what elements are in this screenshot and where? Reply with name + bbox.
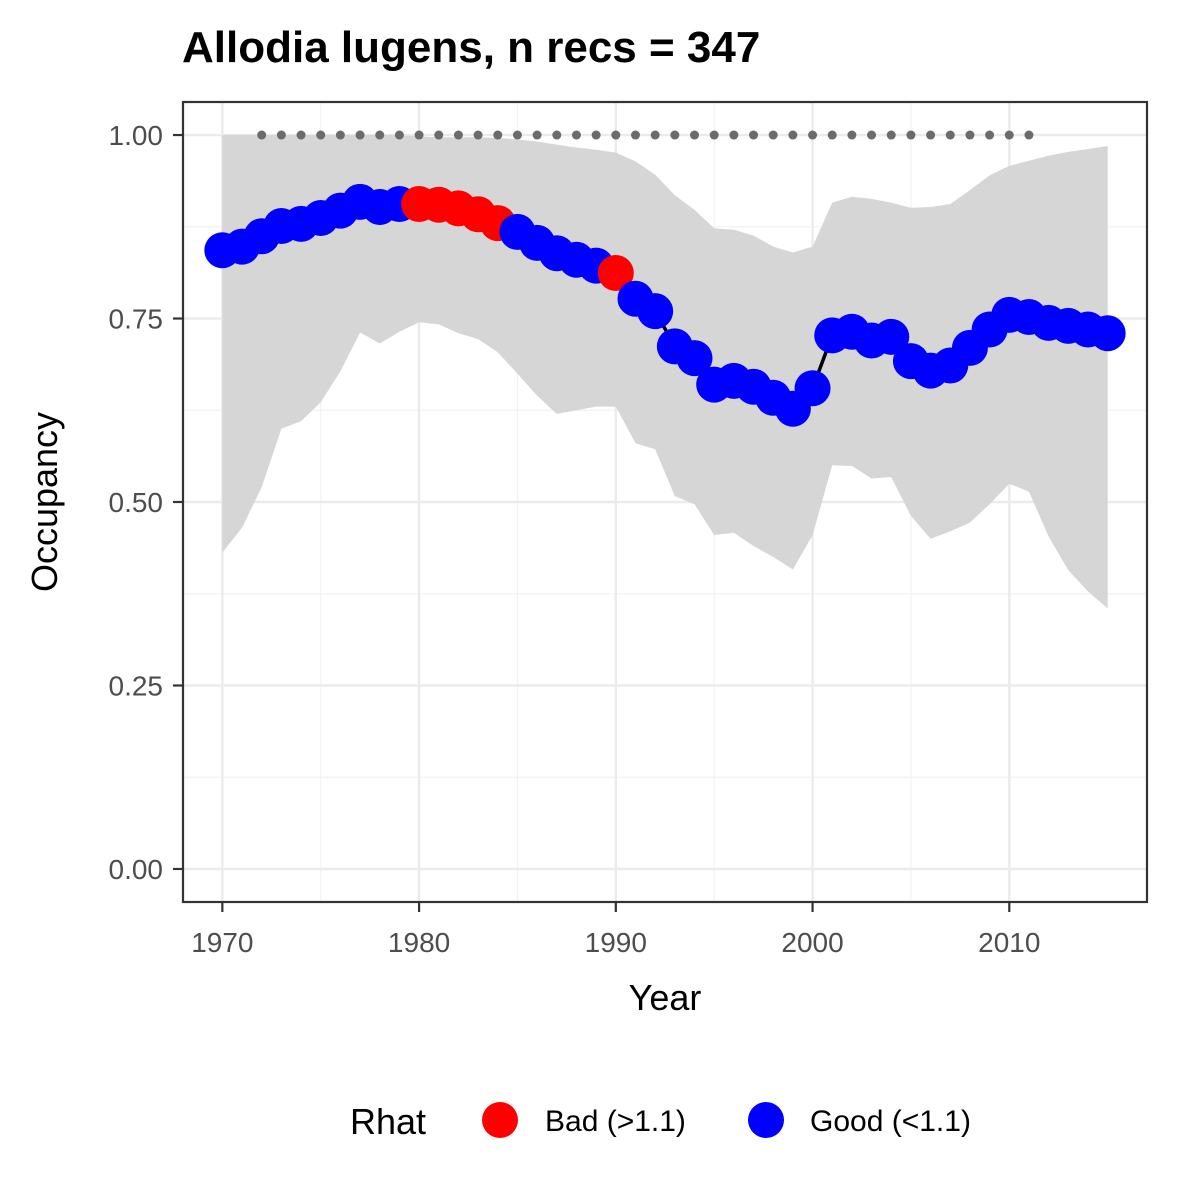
record-dot: [670, 130, 680, 140]
occupancy-point: [637, 293, 674, 330]
record-dot: [532, 130, 542, 140]
record-dot: [355, 130, 365, 140]
record-dot: [985, 130, 995, 140]
record-dot: [611, 130, 621, 140]
x-tick-label: 1980: [388, 927, 450, 958]
record-dot: [788, 130, 798, 140]
record-dot: [847, 130, 857, 140]
y-axis-title: Occupancy: [24, 412, 65, 592]
ci-ribbon-layer: [222, 135, 1108, 609]
y-tick-label: 0.75: [109, 304, 164, 335]
x-axis: 1970 1980 1990 2000 2010: [191, 902, 1040, 958]
record-dot: [709, 130, 719, 140]
x-axis-title: Year: [629, 977, 702, 1018]
legend-title: Rhat: [350, 1101, 426, 1142]
legend: Rhat Bad (>1.1) Good (<1.1): [350, 1101, 971, 1142]
record-dot: [414, 130, 424, 140]
x-tick-label: 2010: [978, 927, 1040, 958]
occupancy-point: [873, 318, 910, 355]
record-dot: [808, 130, 818, 140]
record-dot: [296, 130, 306, 140]
record-dot: [945, 130, 955, 140]
legend-key-good: [748, 1102, 784, 1138]
record-dot: [650, 130, 660, 140]
record-dot: [512, 130, 522, 140]
record-dot: [276, 130, 286, 140]
record-dot: [749, 130, 759, 140]
record-dots-layer: [257, 130, 1034, 140]
occupancy-point: [794, 370, 831, 407]
record-dot: [473, 130, 483, 140]
record-dot: [591, 130, 601, 140]
occupancy-points-layer: [204, 183, 1126, 427]
record-dot: [906, 130, 916, 140]
occupancy-point: [597, 255, 634, 292]
y-axis: 0.00 0.25 0.50 0.75 1.00: [109, 120, 183, 885]
record-dot: [552, 130, 562, 140]
y-tick-label: 0.25: [109, 670, 164, 701]
record-dot: [630, 130, 640, 140]
legend-label-good: Good (<1.1): [810, 1105, 971, 1138]
x-tick-label: 1970: [191, 927, 253, 958]
legend-label-bad: Bad (>1.1): [545, 1105, 686, 1138]
record-dot: [768, 130, 778, 140]
record-dot: [886, 130, 896, 140]
record-dot: [1004, 130, 1014, 140]
record-dot: [394, 130, 404, 140]
record-dot: [493, 130, 503, 140]
legend-key-bad: [482, 1102, 518, 1138]
record-dot: [965, 130, 975, 140]
x-tick-label: 2000: [781, 927, 843, 958]
record-dot: [375, 130, 385, 140]
record-dot: [827, 130, 837, 140]
chart-title: Allodia lugens, n recs = 347: [182, 23, 760, 72]
y-tick-label: 1.00: [109, 120, 164, 151]
record-dot: [867, 130, 877, 140]
record-dot: [453, 130, 463, 140]
record-dot: [729, 130, 739, 140]
record-dot: [257, 130, 267, 140]
record-dot: [316, 130, 326, 140]
record-dot: [1024, 130, 1034, 140]
y-tick-label: 0.00: [109, 854, 164, 885]
record-dot: [335, 130, 345, 140]
record-dot: [926, 130, 936, 140]
record-dot: [434, 130, 444, 140]
occupancy-point: [1089, 315, 1126, 352]
occupancy-point: [676, 340, 713, 377]
record-dot: [571, 130, 581, 140]
y-tick-label: 0.50: [109, 487, 164, 518]
record-dot: [690, 130, 700, 140]
ci-ribbon: [222, 135, 1108, 609]
x-tick-label: 1990: [585, 927, 647, 958]
